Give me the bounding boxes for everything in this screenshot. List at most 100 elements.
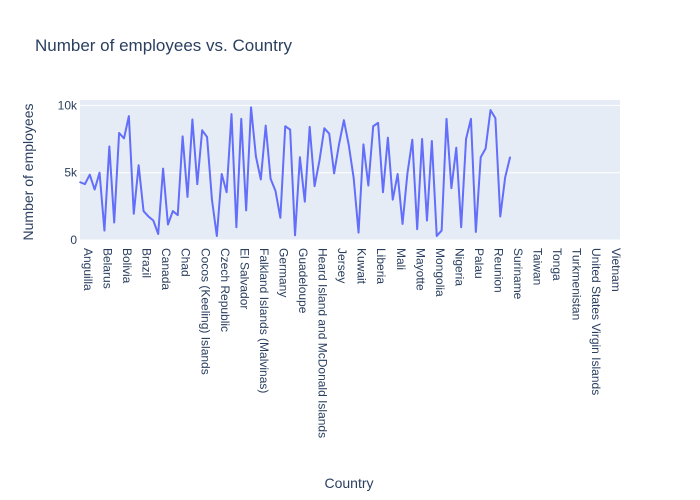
data-point: [470, 118, 472, 120]
chart-title: Number of employees vs. Country: [35, 36, 292, 55]
data-point: [357, 231, 360, 234]
data-point: [406, 172, 409, 175]
data-point: [162, 167, 164, 170]
data-point: [294, 234, 296, 237]
data-point: [450, 187, 453, 189]
data-point: [186, 196, 189, 198]
x-tick-label: Vietnam: [609, 248, 623, 292]
data-point: [250, 106, 252, 109]
data-point: [108, 145, 111, 148]
x-tick-label: Brazil: [140, 248, 154, 278]
data-point: [318, 159, 321, 162]
x-tick-label: Heard Island and McDonald Islands: [316, 248, 330, 438]
data-point: [167, 223, 169, 226]
data-point: [475, 231, 477, 233]
x-tick-label: Liberia: [374, 248, 388, 284]
y-tick-label: 10k: [58, 98, 78, 112]
data-point: [206, 136, 208, 138]
data-point: [401, 223, 404, 225]
x-tick-label: Mongolia: [433, 248, 447, 297]
data-point: [269, 177, 272, 180]
data-point: [176, 214, 179, 216]
x-tick-label: Belarus: [101, 248, 115, 289]
plot-area: [80, 100, 620, 240]
x-tick-label: Taiwan: [531, 248, 545, 285]
x-tick-label: Mayotte: [413, 248, 427, 291]
x-tick-label: Reunion: [491, 248, 505, 293]
data-point: [328, 132, 331, 135]
x-tick-label: Germany: [276, 248, 290, 297]
data-point: [333, 172, 335, 175]
x-tick-label: Anguilla: [81, 248, 95, 291]
data-point: [313, 185, 316, 187]
data-point: [98, 171, 101, 174]
x-tick-label: Mali: [394, 248, 408, 270]
data-point: [465, 138, 467, 140]
x-axis-ticks: Anguilla Belarus Bolivia Brazil Canada Chad Co…: [81, 248, 623, 438]
data-point: [147, 215, 150, 218]
x-tick-label: Nigeria: [452, 248, 466, 286]
data-point: [245, 209, 247, 212]
data-point: [343, 119, 345, 121]
data-point: [230, 113, 233, 115]
data-point: [123, 137, 125, 140]
data-point: [142, 210, 145, 212]
data-point: [377, 122, 379, 124]
data-point: [308, 126, 311, 128]
data-point: [289, 128, 291, 131]
data-point: [347, 144, 350, 146]
data-point: [304, 200, 306, 203]
data-point: [426, 219, 428, 222]
data-point: [509, 156, 511, 159]
data-point: [367, 184, 370, 187]
x-tick-label: Palau: [472, 248, 486, 279]
data-point: [499, 215, 502, 218]
data-point: [274, 190, 277, 192]
y-axis-title: Number of employees: [20, 104, 36, 241]
data-point: [416, 228, 418, 231]
data-point: [391, 198, 394, 201]
data-point: [460, 226, 462, 229]
series-layer: [79, 106, 512, 237]
data-point: [455, 146, 458, 149]
data-point: [132, 212, 135, 215]
data-point: [279, 216, 282, 219]
x-tick-label: United States Virgin Islands: [589, 248, 603, 395]
data-point: [220, 173, 223, 175]
data-point: [411, 138, 414, 141]
x-tick-label: Guadeloupe: [296, 248, 310, 314]
data-point: [382, 191, 384, 194]
data-point: [216, 235, 218, 237]
data-point: [172, 210, 174, 212]
data-point: [284, 125, 287, 128]
data-point: [440, 229, 443, 232]
data-point: [479, 156, 482, 159]
data-point: [299, 156, 301, 159]
data-point: [240, 118, 243, 120]
data-point: [88, 173, 91, 176]
x-tick-label: Turkmenistan: [570, 248, 584, 320]
x-tick-label: Jersey: [335, 248, 349, 283]
data-point: [445, 118, 448, 120]
y-axis-ticks: 0 5k 10k: [58, 98, 78, 247]
data-point: [152, 219, 155, 222]
data-point: [421, 138, 423, 140]
data-point: [181, 135, 184, 138]
data-point: [103, 229, 106, 232]
x-tick-label: Kuwait: [355, 248, 369, 285]
gridlines: [80, 104, 620, 241]
x-tick-label: Tonga: [550, 248, 564, 281]
data-point: [201, 129, 203, 132]
x-tick-label: Cocos (Keeling) Islands: [198, 248, 212, 375]
data-point: [435, 235, 438, 237]
x-tick-label: Chad: [179, 248, 193, 277]
data-point: [494, 117, 497, 119]
data-point: [264, 124, 267, 127]
data-point: [79, 181, 81, 183]
data-point: [352, 177, 355, 179]
x-tick-label: Bolivia: [120, 248, 134, 284]
x-tick-label: Suriname: [511, 248, 525, 300]
data-point: [387, 136, 389, 139]
data-point: [191, 118, 194, 121]
data-point: [235, 226, 238, 229]
